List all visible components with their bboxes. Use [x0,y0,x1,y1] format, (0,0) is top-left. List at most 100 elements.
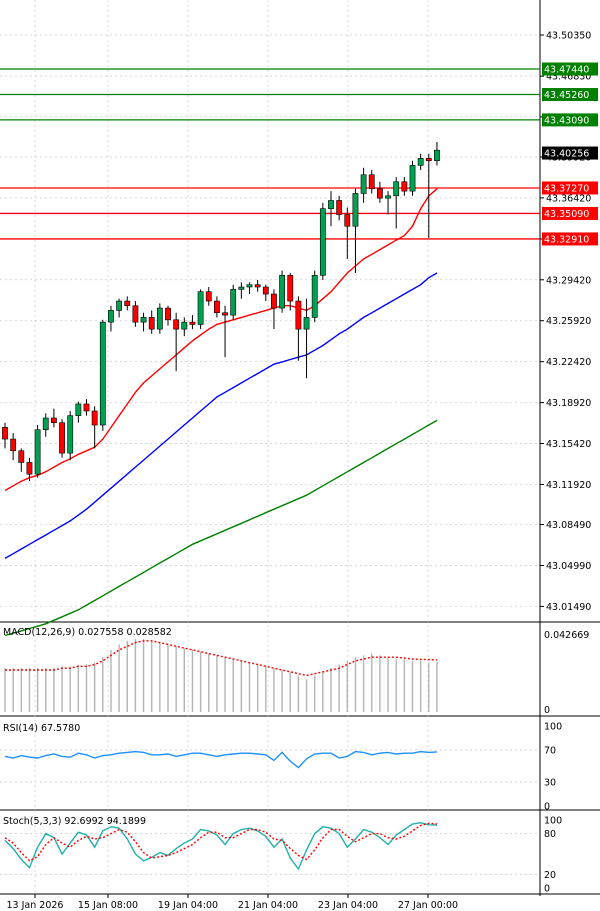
x-tick-label: 13 Jan 2026 [7,900,64,911]
macd-panel [4,638,438,712]
stoch-label: Stoch(5,3,3) 92.6992 94.1899 [3,816,146,827]
y-tick-label: 43.50350 [546,30,591,41]
time-axis: 13 Jan 2026 15 Jan 08:00 19 Jan 04:00 21 Ja… [7,894,458,911]
support-label: 43.35090 [544,209,589,220]
candle-bear [214,300,220,314]
candle-bear [205,291,212,302]
resistance-label: 43.45260 [544,90,589,101]
candle-bear [401,181,408,192]
rsi-tick-label: 100 [544,722,562,733]
candle-bear [336,200,343,215]
rsi-tick-label: 70 [544,746,556,757]
y-tick-label: 43.36420 [546,193,591,204]
candle-bull [34,429,41,475]
rsi-tick-label: 30 [544,778,556,789]
candle-bull [328,200,334,209]
candle-bear [271,293,277,309]
x-tick-label: 23 Jan 04:00 [318,900,378,911]
resistance-label: 43.43090 [544,115,589,126]
candle-bear [50,417,57,423]
x-tick-label: 21 Jan 04:00 [238,900,298,911]
candle-bear [148,317,155,330]
stoch-tick-label: 0 [544,884,550,895]
support-label: 43.32910 [544,234,589,245]
rsi-tick-label: 0 [544,802,550,813]
stoch-tick-label: 20 [544,870,556,881]
candle-bear [124,300,131,307]
support-badge [542,181,598,195]
candle-bull [238,286,245,290]
ma-fast-line [4,188,438,492]
resistance-label: 43.47440 [544,65,589,76]
current-price-label: 43.40256 [544,149,589,160]
y-tick-label: 43.46830 [546,72,591,83]
support-label: 43.37270 [544,183,589,194]
candle-bull [156,307,163,330]
stochastic-panel [0,821,540,875]
candle-bull [393,181,400,197]
candle-bull [385,195,391,199]
resistance-badge [542,88,598,102]
rsi-label: RSI(14) 67.5780 [3,723,80,734]
candle-bull [230,289,237,316]
candle-bull [108,310,114,323]
candle-bear [368,174,375,190]
candle-bull [352,193,359,227]
candle-bull [246,284,253,288]
rsi-panel [0,749,540,783]
candle-bull [279,275,285,309]
candle-bear [165,307,171,321]
y-tick-label: 43.04990 [546,561,591,572]
candle-bear [91,410,98,426]
candle-bull [409,165,416,192]
current-price-badge [542,146,598,160]
candle-bear [83,403,90,412]
candle-bull [311,275,318,318]
resistance-badge [542,113,598,127]
candle-bull [319,208,326,276]
candle-bear [287,275,294,302]
candle-bull [75,403,82,416]
candle-bear [254,284,261,288]
candle-bear [262,286,269,295]
candle-bull [99,321,106,426]
y-tick-label: 43.11920 [546,480,591,491]
y-tick-label: 43.22420 [546,357,591,368]
y-tick-label: 43.29420 [546,275,591,286]
candle-bull [303,317,310,330]
candle-bear [18,450,25,463]
ma-slow-line [4,419,438,637]
y-tick-label: 43.08490 [546,520,591,531]
candle-bull [197,291,204,325]
support-badge [542,206,598,220]
candle-bear [189,321,196,325]
resistance-badge [542,62,598,76]
y-tick-label: 43.18920 [546,398,591,409]
macd-signal-line [5,640,438,677]
y-tick-label: 43.25920 [546,316,591,327]
y-tick-label: 43.15420 [546,439,591,450]
candle-bear [26,462,33,475]
x-tick-label: 19 Jan 04:00 [158,900,218,911]
candle-bear [2,427,8,440]
price-axis: 43.5035043.4683043.4335043.3992043.36420… [540,30,598,895]
support-badge [542,232,598,246]
candle-bull [140,317,147,323]
x-tick-label: 15 Jan 08:00 [78,900,138,911]
stoch-signal-line [4,822,438,862]
macd-tick-label: 0 [544,705,550,716]
stoch-tick-label: 100 [544,816,562,827]
candle-bear [10,438,17,452]
y-tick-label: 43.01490 [546,602,591,613]
macd-tick-label: 0.042669 [544,630,589,641]
price-panel [0,68,540,637]
candle-bear [222,312,228,316]
stoch-main-line [4,821,438,871]
candle-bear [344,214,351,227]
candle-bear [132,305,139,323]
ma-mid-line [4,272,438,560]
candle-bull [417,158,424,166]
candle-bull [360,174,367,194]
